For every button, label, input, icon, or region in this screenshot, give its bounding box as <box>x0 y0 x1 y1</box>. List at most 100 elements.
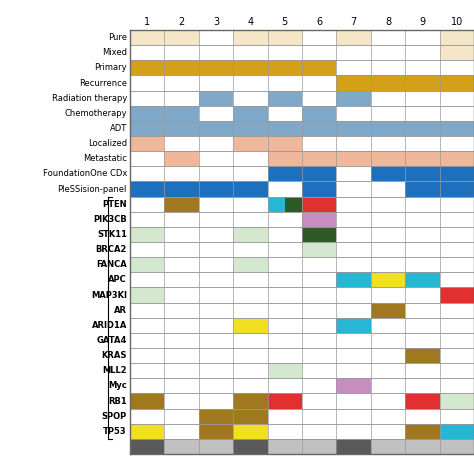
Text: FANCA: FANCA <box>96 260 127 269</box>
Bar <box>405 439 439 454</box>
Text: BRCA2: BRCA2 <box>96 245 127 254</box>
Bar <box>439 424 474 439</box>
Bar <box>164 439 199 454</box>
Bar <box>233 182 268 197</box>
Text: ARID1A: ARID1A <box>91 321 127 330</box>
Bar <box>439 287 474 302</box>
Bar <box>268 136 302 151</box>
Bar <box>130 257 164 272</box>
Bar <box>199 91 233 106</box>
Text: Mixed: Mixed <box>102 48 127 57</box>
Bar <box>405 151 439 166</box>
Text: Localized: Localized <box>88 139 127 148</box>
Text: GATA4: GATA4 <box>97 336 127 345</box>
Text: Primary: Primary <box>94 64 127 73</box>
Text: ADT: ADT <box>110 124 127 133</box>
Bar <box>233 257 268 272</box>
Text: 4: 4 <box>247 17 254 27</box>
Text: 5: 5 <box>282 17 288 27</box>
Bar <box>233 30 268 45</box>
Bar <box>371 121 405 136</box>
Bar <box>233 439 268 454</box>
Bar <box>199 60 233 75</box>
Bar <box>302 166 337 182</box>
Bar <box>130 393 164 409</box>
Text: Pure: Pure <box>108 33 127 42</box>
Bar <box>268 60 302 75</box>
Bar <box>337 30 371 45</box>
Bar <box>130 121 164 136</box>
Bar <box>233 136 268 151</box>
Bar <box>405 272 439 287</box>
Bar <box>233 424 268 439</box>
Bar <box>302 227 337 242</box>
Text: SPOP: SPOP <box>102 411 127 420</box>
Text: Recurrence: Recurrence <box>79 79 127 88</box>
Bar <box>130 182 164 197</box>
Bar <box>199 424 233 439</box>
Text: TP53: TP53 <box>103 427 127 436</box>
Text: Chemotherapy: Chemotherapy <box>64 109 127 118</box>
Bar <box>164 197 199 212</box>
Bar <box>268 121 302 136</box>
Bar <box>337 272 371 287</box>
Bar <box>439 439 474 454</box>
Text: Radiation therapy: Radiation therapy <box>52 94 127 103</box>
Bar <box>268 439 302 454</box>
Bar <box>405 348 439 363</box>
Bar <box>439 45 474 60</box>
Bar <box>302 182 337 197</box>
Bar <box>405 166 439 182</box>
Bar <box>199 439 233 454</box>
Bar <box>439 75 474 91</box>
Text: 8: 8 <box>385 17 391 27</box>
Bar <box>268 197 285 212</box>
Bar <box>199 182 233 197</box>
Bar <box>233 227 268 242</box>
Bar <box>337 439 371 454</box>
Bar <box>130 106 164 121</box>
Bar <box>439 30 474 45</box>
Text: APC: APC <box>108 275 127 284</box>
Bar <box>439 393 474 409</box>
Bar <box>337 151 371 166</box>
Bar <box>233 318 268 333</box>
Text: KRAS: KRAS <box>101 351 127 360</box>
Bar <box>439 121 474 136</box>
Text: Metastatic: Metastatic <box>83 154 127 163</box>
Bar <box>199 121 233 136</box>
Bar <box>164 106 199 121</box>
Bar <box>268 363 302 378</box>
Bar <box>371 272 405 287</box>
Bar <box>130 136 164 151</box>
Bar <box>130 30 164 45</box>
Text: 7: 7 <box>350 17 357 27</box>
Bar <box>164 151 199 166</box>
Bar <box>233 393 268 409</box>
Bar <box>302 151 337 166</box>
Text: STK11: STK11 <box>97 230 127 239</box>
Bar <box>164 60 199 75</box>
Bar <box>268 166 302 182</box>
Text: 9: 9 <box>419 17 426 27</box>
Bar <box>164 182 199 197</box>
Bar <box>337 75 371 91</box>
Bar <box>233 106 268 121</box>
Bar <box>405 121 439 136</box>
Bar <box>371 302 405 318</box>
Bar <box>302 106 337 121</box>
Bar <box>337 121 371 136</box>
Text: 2: 2 <box>179 17 185 27</box>
Bar <box>439 182 474 197</box>
Bar <box>405 182 439 197</box>
Bar <box>130 287 164 302</box>
Bar <box>285 197 302 212</box>
Text: PleSSision-panel: PleSSision-panel <box>58 184 127 193</box>
Bar <box>199 409 233 424</box>
Text: 10: 10 <box>451 17 463 27</box>
Text: 3: 3 <box>213 17 219 27</box>
Bar <box>130 60 164 75</box>
Text: MLL2: MLL2 <box>102 366 127 375</box>
Bar <box>268 91 302 106</box>
Bar <box>371 439 405 454</box>
